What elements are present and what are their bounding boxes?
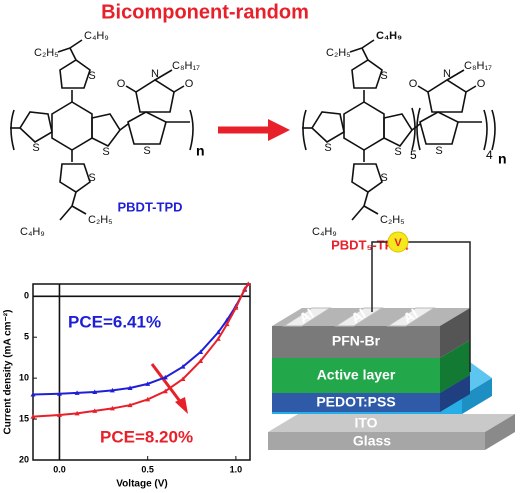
jv-marker bbox=[162, 374, 168, 380]
y-tick-label: 20 bbox=[19, 454, 29, 464]
atom: S bbox=[143, 145, 150, 157]
structure-left: C₂H₅ C₄H₉ C₄H₉ C₂H₅ C₈H₁₇ S S S S S N O … bbox=[9, 30, 205, 238]
jv-curve bbox=[32, 283, 250, 418]
voltmeter bbox=[387, 231, 409, 253]
count-label: 4 bbox=[486, 148, 493, 162]
voltmeter-label: V bbox=[394, 237, 402, 249]
atom: O bbox=[477, 78, 486, 90]
x-axis-title: Voltage (V) bbox=[116, 479, 167, 490]
chain-label: C₂H₅ bbox=[34, 47, 59, 59]
repeat-label: n bbox=[498, 151, 507, 167]
jv-marker bbox=[162, 388, 168, 394]
jv-marker bbox=[145, 381, 151, 386]
y-tick-label: 5 bbox=[24, 332, 29, 342]
chain-label: C₈H₁₇ bbox=[464, 60, 492, 72]
layer-label: Active layer bbox=[317, 367, 396, 383]
jv-chart: Voltage (V) Current density (mA cm⁻²) PC… bbox=[3, 281, 251, 490]
figure-title: Bicomponent-random bbox=[101, 1, 309, 23]
x-tick-label: 0.5 bbox=[141, 464, 154, 474]
atom: O bbox=[117, 78, 126, 90]
x-tick-label: 1.0 bbox=[230, 464, 243, 474]
atom: S bbox=[394, 146, 401, 158]
chain-label: C₂H₅ bbox=[380, 214, 405, 226]
jv-curve bbox=[32, 283, 250, 396]
jv-marker bbox=[127, 402, 133, 408]
atom: S bbox=[88, 172, 95, 184]
layer-label: ITO bbox=[354, 415, 377, 431]
annotation-arrow bbox=[150, 363, 184, 405]
device-diagram: Al Al Al PFN-Br Active layer PEDOT:PSS I… bbox=[268, 231, 515, 450]
atom: S bbox=[380, 172, 387, 184]
atom: S bbox=[324, 142, 331, 154]
annotation-arrow-head bbox=[175, 397, 188, 414]
annotation: PCE=6.41% bbox=[68, 312, 161, 331]
atom: S bbox=[32, 142, 39, 154]
jv-marker bbox=[56, 412, 62, 417]
jv-marker bbox=[180, 364, 186, 369]
jv-marker bbox=[74, 410, 80, 416]
jv-marker bbox=[233, 305, 239, 310]
chain-label: C₄H₉ bbox=[84, 30, 109, 42]
jv-marker bbox=[245, 281, 251, 286]
jv-marker bbox=[127, 385, 133, 390]
chain-label: C₂H₅ bbox=[88, 214, 113, 226]
plot-frame bbox=[32, 283, 251, 461]
layer-label: Glass bbox=[353, 433, 391, 449]
jv-marker bbox=[92, 408, 98, 413]
jv-marker bbox=[198, 358, 204, 363]
jv-marker bbox=[180, 376, 186, 381]
layer-label: PFN-Br bbox=[332, 333, 381, 349]
atom: O bbox=[409, 78, 418, 90]
y-tick-label: 0 bbox=[24, 291, 29, 301]
x-tick-label: 0.0 bbox=[53, 464, 66, 474]
atom: N bbox=[151, 68, 159, 80]
layer-label: PEDOT:PSS bbox=[316, 394, 395, 410]
arrow-head bbox=[268, 119, 290, 141]
y-tick-label: 15 bbox=[19, 413, 29, 423]
atom: S bbox=[102, 146, 109, 158]
jv-marker bbox=[198, 349, 204, 354]
jv-marker bbox=[242, 286, 248, 291]
jv-marker bbox=[109, 387, 115, 393]
atom: S bbox=[88, 70, 95, 82]
repeat-label: n bbox=[196, 143, 205, 159]
jv-marker bbox=[74, 390, 80, 395]
chain-label: C₄H₉ bbox=[20, 226, 45, 238]
atom: S bbox=[380, 70, 387, 82]
atom: O bbox=[185, 78, 194, 90]
y-axis-title: Current density (mA cm⁻²) bbox=[3, 310, 14, 435]
jv-marker bbox=[215, 329, 221, 335]
y-tick-label: 10 bbox=[19, 373, 29, 383]
jv-marker bbox=[145, 396, 151, 402]
chain-label: C₂H₅ bbox=[326, 47, 351, 59]
annotation: PCE=8.20% bbox=[100, 427, 193, 446]
chain-label: C₄H₉ bbox=[312, 226, 337, 238]
jv-marker bbox=[109, 405, 115, 411]
atom: N bbox=[443, 68, 451, 80]
atom: S bbox=[435, 145, 442, 157]
jv-marker bbox=[224, 321, 230, 327]
jv-marker bbox=[92, 389, 98, 395]
chain-label: C₈H₁₇ bbox=[172, 60, 200, 72]
count-label: 5 bbox=[410, 148, 417, 162]
jv-marker bbox=[30, 414, 36, 419]
chain-label: C₄H₉ bbox=[376, 30, 402, 42]
jv-marker bbox=[215, 336, 221, 341]
jv-marker bbox=[56, 391, 62, 396]
structure-right: C₂H₅ C₄H₉ C₄H₉ C₂H₅ C₈H₁₇ S S S S S N O … bbox=[301, 30, 507, 252]
jv-marker bbox=[30, 392, 36, 397]
polymer-name: PBDT-TPD bbox=[118, 199, 183, 214]
